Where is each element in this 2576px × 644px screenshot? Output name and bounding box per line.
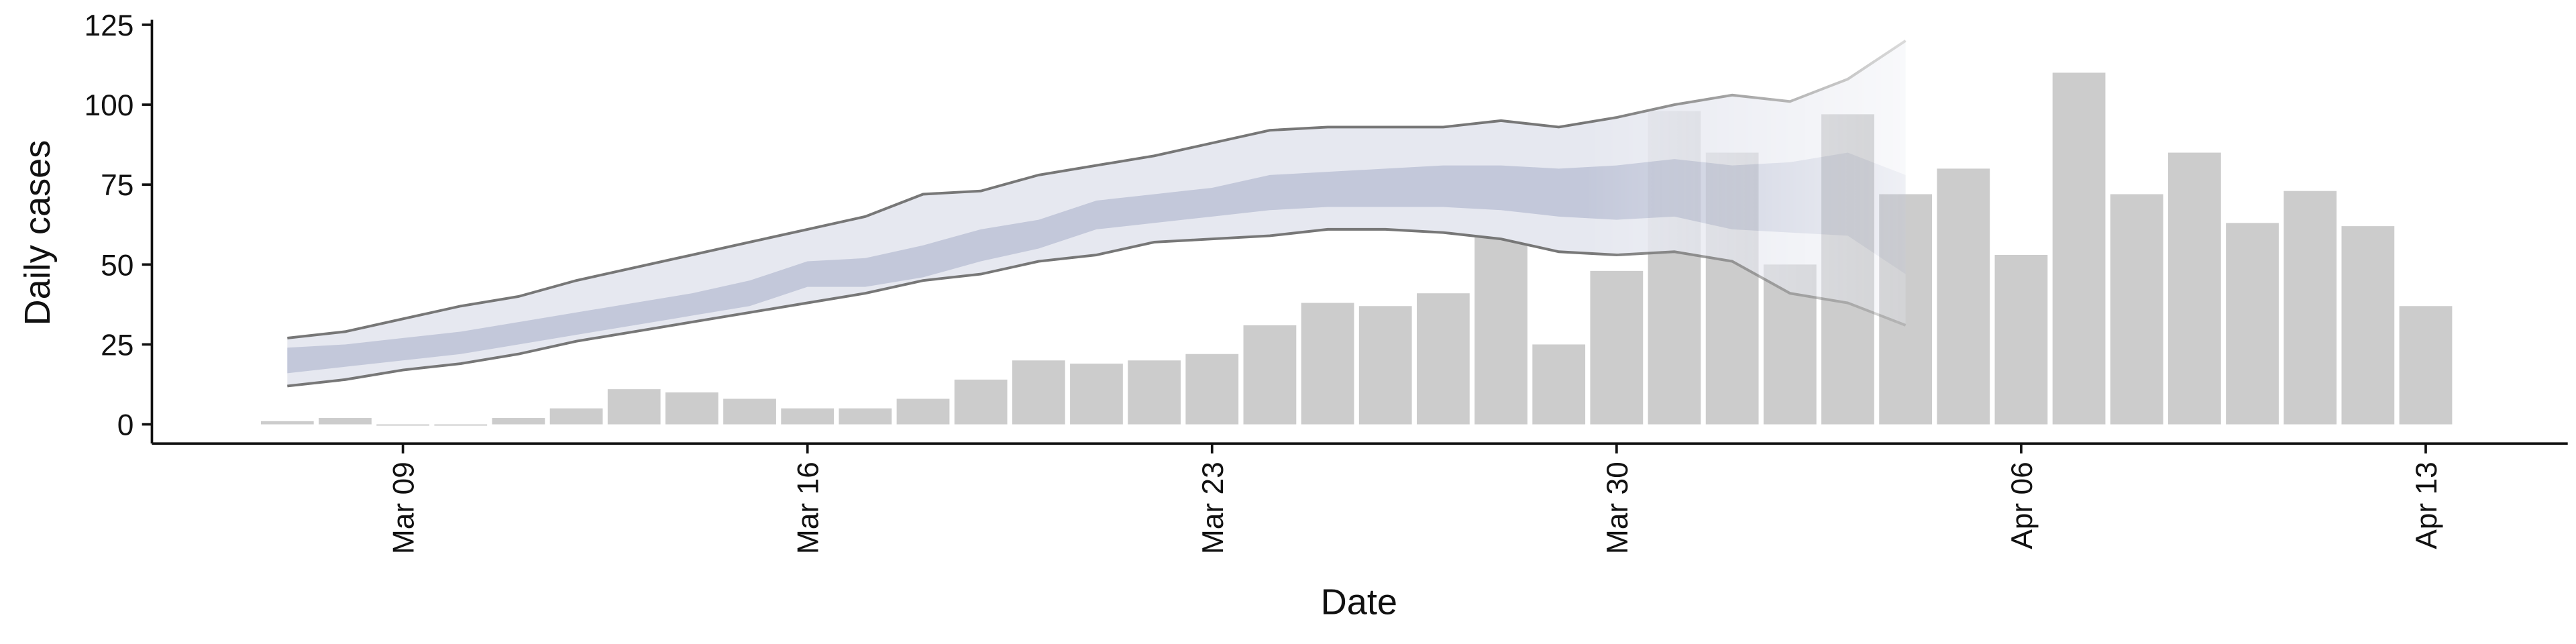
bar <box>319 418 372 425</box>
bar <box>1128 360 1181 425</box>
bar <box>2284 191 2337 425</box>
bar <box>2168 152 2221 425</box>
x-tick-label: Mar 09 <box>388 462 421 554</box>
bar <box>1012 360 1065 425</box>
bar <box>549 408 603 425</box>
bar <box>1185 354 1239 425</box>
bar <box>1243 325 1297 425</box>
bar <box>1590 270 1644 425</box>
y-tick-label: 75 <box>101 169 133 202</box>
x-axis-label: Date <box>1321 582 1397 623</box>
bar <box>723 398 776 425</box>
bars <box>260 72 2453 426</box>
y-tick-label: 25 <box>101 329 133 362</box>
bar <box>954 379 1008 425</box>
bar <box>607 389 661 425</box>
bar <box>376 424 429 426</box>
y-tick-label: 125 <box>84 9 133 42</box>
bar <box>896 398 950 425</box>
y-tick-label: 50 <box>101 249 133 282</box>
bar <box>1358 306 1412 425</box>
band-area <box>287 152 1906 374</box>
bar <box>2341 226 2395 425</box>
y-tick-label: 0 <box>117 409 134 442</box>
bar <box>492 418 545 425</box>
bar <box>260 421 314 425</box>
y-tick-label: 100 <box>84 89 133 122</box>
bar <box>839 408 892 425</box>
x-tick-label: Apr 13 <box>2410 462 2443 549</box>
bar <box>1417 293 1470 425</box>
bar <box>1532 344 1586 425</box>
bar <box>2399 306 2453 425</box>
bar <box>2226 223 2279 425</box>
x-tick-label: Mar 23 <box>1197 462 1230 554</box>
x-tick-label: Apr 06 <box>2006 462 2039 549</box>
bar <box>665 392 718 425</box>
bar <box>2052 72 2106 425</box>
bar <box>1070 364 1123 425</box>
bar <box>434 424 488 426</box>
bands <box>287 40 1907 388</box>
x-tick-label: Mar 16 <box>792 462 825 554</box>
y-axis-label: Daily cases <box>17 140 58 326</box>
axes: 0 25 50 75 100 125 Mar 09 Mar 16 Mar 23 Mar 30 Apr… <box>84 9 2568 554</box>
band-edge-line <box>287 40 1907 339</box>
bar <box>1937 168 1990 425</box>
bar <box>1994 255 2048 425</box>
bar <box>1301 303 1354 425</box>
bar <box>2110 194 2163 425</box>
x-tick-label: Mar 30 <box>1601 462 1634 554</box>
bar <box>781 408 835 425</box>
band-edge-line <box>287 227 1907 388</box>
